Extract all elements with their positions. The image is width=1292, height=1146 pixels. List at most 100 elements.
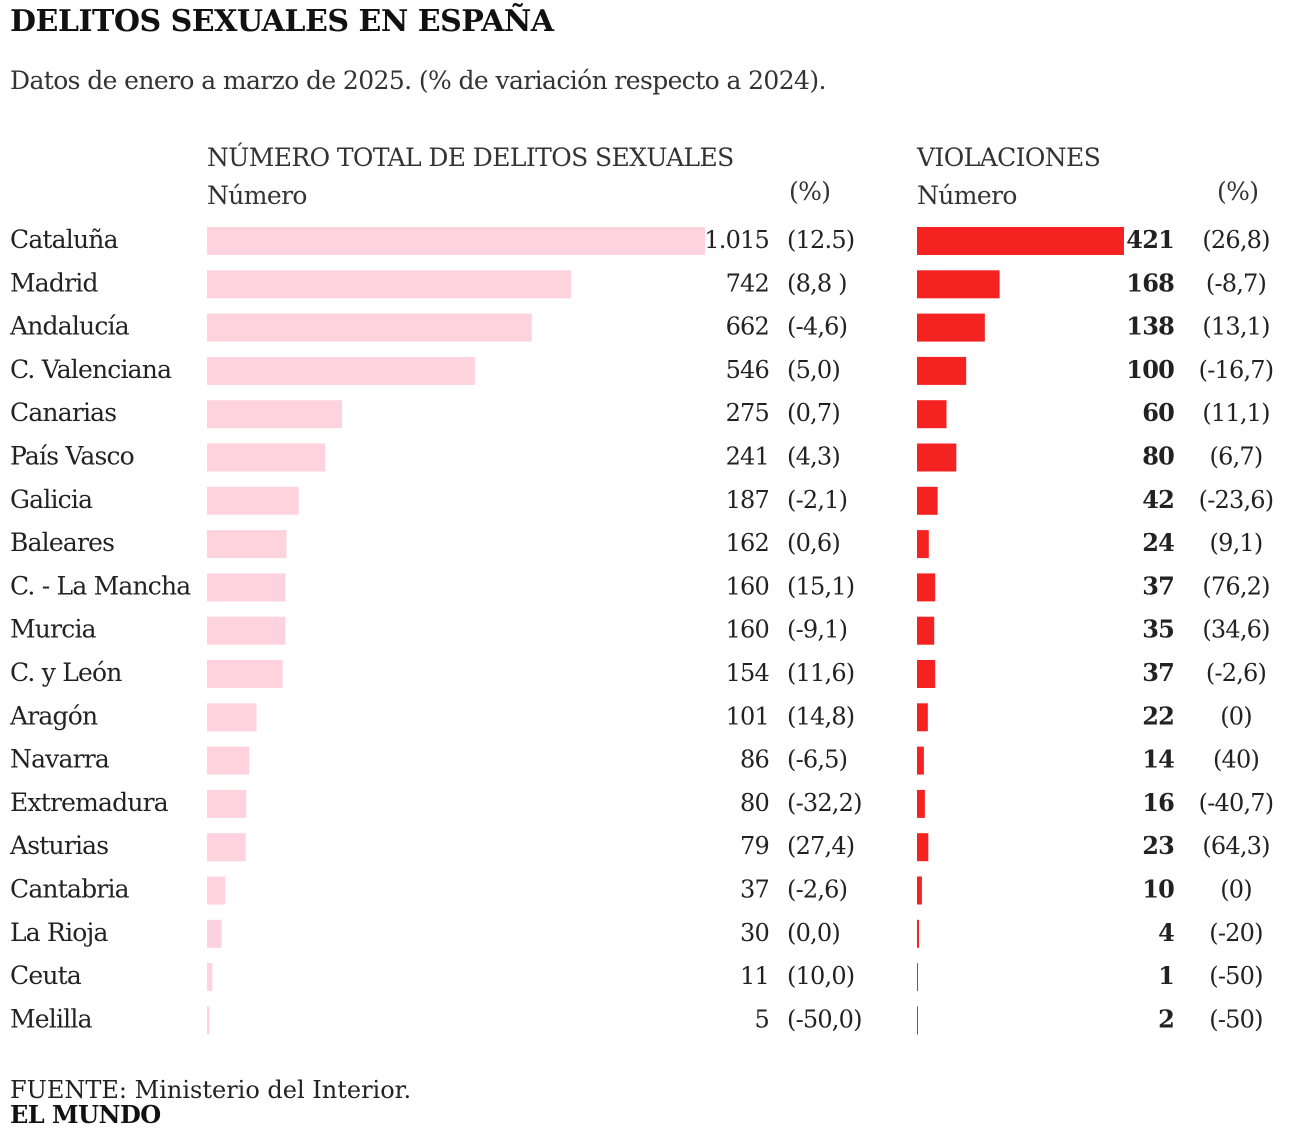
total-pct-label: (-9,1) (787, 616, 847, 644)
rape-value-label: 1 (1158, 961, 1174, 990)
region-label: Melilla (10, 1004, 93, 1033)
rape-bar (917, 703, 928, 732)
rape-pct-label: (40) (1213, 746, 1259, 774)
total-value-label: 30 (740, 919, 769, 947)
region-label: Baleares (10, 528, 114, 557)
right-panel-title: VIOLACIONES (917, 143, 1101, 172)
total-value-label: 241 (726, 443, 769, 471)
rape-value-label: 37 (1142, 658, 1174, 687)
rape-bar (917, 746, 924, 775)
right-number-label: Número (917, 181, 1017, 210)
rape-value-label: 4 (1158, 918, 1174, 947)
rape-pct-label: (76,2) (1202, 572, 1269, 600)
region-label: Cataluña (10, 225, 119, 254)
rape-value-label: 2 (1158, 1004, 1174, 1033)
source-prefix: FUENTE: (10, 1076, 128, 1104)
rape-bar (917, 443, 957, 472)
rape-pct-label: (0) (1220, 702, 1252, 730)
total-pct-label: (0,7) (787, 399, 840, 427)
total-value-label: 275 (726, 399, 769, 427)
rape-pct-label: (-40,7) (1199, 789, 1274, 817)
region-label: Canarias (10, 398, 116, 427)
total-pct-label: (4,3) (787, 443, 840, 471)
total-value-label: 1.015 (704, 226, 769, 254)
total-bar (207, 1006, 210, 1035)
total-bar (207, 443, 326, 472)
total-value-label: 160 (726, 616, 769, 644)
chart-subtitle: Datos de enero a marzo de 2025. (% de va… (10, 66, 826, 95)
total-bar (207, 616, 286, 645)
rape-value-label: 16 (1142, 788, 1174, 817)
total-value-label: 79 (740, 832, 769, 860)
region-label: Andalucía (9, 312, 130, 341)
chart-title: DELITOS SEXUALES EN ESPAÑA (10, 4, 554, 39)
total-pct-label: (11,6) (787, 659, 854, 687)
region-label: Madrid (10, 268, 98, 297)
total-bar (207, 963, 213, 992)
total-bar (207, 746, 250, 775)
rape-value-label: 138 (1126, 312, 1174, 341)
total-pct-label: (-50,0) (787, 1005, 862, 1033)
total-pct-label: (-2,1) (787, 486, 847, 514)
left-panel-title: NÚMERO TOTAL DE DELITOS SEXUALES (207, 143, 734, 172)
rape-pct-label: (64,3) (1202, 832, 1269, 860)
total-pct-label: (-6,5) (787, 746, 847, 774)
rape-pct-label: (-23,6) (1199, 486, 1274, 514)
total-value-label: 162 (726, 529, 769, 557)
region-label: Navarra (10, 745, 110, 774)
total-bar (207, 356, 475, 385)
rape-bar (917, 919, 919, 948)
rape-pct-label: (-16,7) (1199, 356, 1274, 384)
rape-value-label: 80 (1142, 442, 1174, 471)
total-pct-label: (15,1) (787, 572, 854, 600)
total-pct-label: (27,4) (787, 832, 854, 860)
rape-pct-label: (-50) (1209, 1005, 1262, 1033)
rape-bar (917, 616, 935, 645)
region-label: Aragón (9, 701, 98, 730)
total-value-label: 101 (726, 702, 769, 730)
rape-value-label: 37 (1142, 571, 1174, 600)
right-pct-label: (%) (1217, 177, 1259, 206)
rape-value-label: 14 (1142, 745, 1174, 774)
rape-value-label: 22 (1142, 701, 1174, 730)
total-value-label: 37 (740, 876, 769, 904)
rape-pct-label: (-20) (1209, 919, 1262, 947)
rape-pct-label: (26,8) (1202, 226, 1269, 254)
left-number-label: Número (207, 181, 307, 210)
total-bar (207, 660, 283, 688)
rape-value-label: 42 (1142, 485, 1174, 514)
rape-pct-label: (13,1) (1202, 313, 1269, 341)
total-value-label: 80 (740, 789, 769, 817)
total-bar (207, 919, 222, 948)
rape-bar (917, 1006, 918, 1035)
total-value-label: 546 (726, 356, 769, 384)
total-bar (207, 876, 226, 905)
rape-bar (917, 833, 929, 862)
region-label: C. - La Mancha (10, 571, 191, 600)
rape-bar (917, 313, 985, 342)
total-pct-label: (5,0) (787, 356, 840, 384)
total-bar (207, 789, 247, 818)
brand-logo: EL MUNDO (10, 1100, 161, 1129)
total-value-label: 187 (726, 486, 769, 514)
rape-bar (917, 660, 936, 688)
total-value-label: 742 (726, 269, 769, 297)
total-pct-label: (8,8 ) (787, 269, 847, 297)
rape-pct-label: (34,6) (1202, 616, 1269, 644)
rape-value-label: 10 (1142, 875, 1174, 904)
region-label: Murcia (10, 615, 97, 644)
region-label: C. Valenciana (10, 355, 172, 384)
rape-value-label: 100 (1126, 355, 1174, 384)
total-value-label: 154 (726, 659, 770, 687)
total-bar (207, 530, 287, 559)
total-value-label: 5 (755, 1005, 769, 1033)
total-bar (207, 573, 286, 602)
source-text: Ministerio del Interior. (134, 1076, 412, 1104)
total-pct-label: (0,0) (787, 919, 840, 947)
rape-pct-label: (11,1) (1202, 399, 1269, 427)
region-label: Galicia (10, 485, 93, 514)
total-value-label: 662 (726, 313, 769, 341)
total-bar (207, 227, 705, 255)
total-bar (207, 400, 342, 429)
